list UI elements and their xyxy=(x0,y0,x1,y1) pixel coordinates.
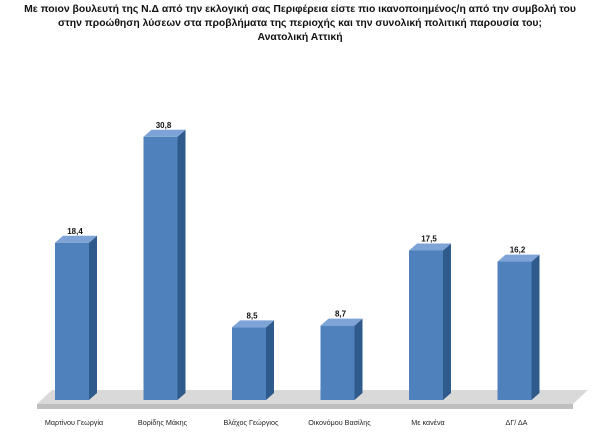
bar-top xyxy=(497,254,540,262)
bar-side xyxy=(89,235,97,400)
data-label: 8,5 xyxy=(246,311,258,320)
data-label: 18,4 xyxy=(67,227,83,236)
bar xyxy=(143,136,178,401)
data-label: 17,5 xyxy=(421,234,437,243)
bar-top xyxy=(320,318,363,326)
chart-title-line-2: στην προώθηση λύσεων στα προβλήματα της … xyxy=(58,18,542,29)
chart-title-line-1: Με ποιον βουλευτή της Ν.Δ από την εκλογι… xyxy=(24,4,576,15)
chart-title-line-3: Ανατολική Αττική xyxy=(257,32,343,43)
bar xyxy=(409,250,443,400)
x-tick-label: Μαρτίνου Γεωργία xyxy=(45,418,103,427)
bar xyxy=(55,242,89,400)
x-tick-label: Βλάχος Γεώργιος xyxy=(224,418,280,427)
x-tick-label: Οικονόμου Βασίλης xyxy=(308,418,371,427)
data-label: 8,7 xyxy=(335,310,347,319)
bar-side xyxy=(266,320,274,400)
bar-side xyxy=(354,318,363,400)
bar xyxy=(320,325,355,400)
data-label: 16,2 xyxy=(510,246,526,255)
bar-top xyxy=(232,320,274,328)
data-label: 30,8 xyxy=(156,121,172,130)
bar-top xyxy=(55,235,97,243)
x-tick-label: Βορίδης Μάκης xyxy=(138,418,188,427)
bar-side xyxy=(531,254,540,400)
bar-side xyxy=(177,129,186,401)
bar-top xyxy=(409,243,451,251)
x-tick-label: ΔΓ/ ΔΑ xyxy=(506,418,528,427)
bar xyxy=(232,327,266,400)
bar xyxy=(497,261,532,400)
bar-side xyxy=(443,243,451,400)
chart-floor-edge xyxy=(37,404,573,409)
x-tick-label: Με κανένα xyxy=(411,418,444,427)
chart-title: Με ποιον βουλευτή της Ν.Δ από την εκλογι… xyxy=(0,3,600,45)
bar-top xyxy=(143,129,186,137)
